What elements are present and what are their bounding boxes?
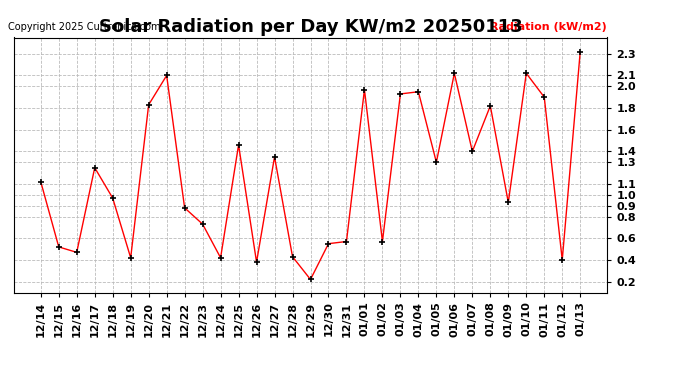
Text: Copyright 2025 Curtronics.com: Copyright 2025 Curtronics.com (8, 22, 160, 32)
Text: Radiation (kW/m2): Radiation (kW/m2) (491, 22, 607, 32)
Title: Solar Radiation per Day KW/m2 20250113: Solar Radiation per Day KW/m2 20250113 (99, 18, 522, 36)
